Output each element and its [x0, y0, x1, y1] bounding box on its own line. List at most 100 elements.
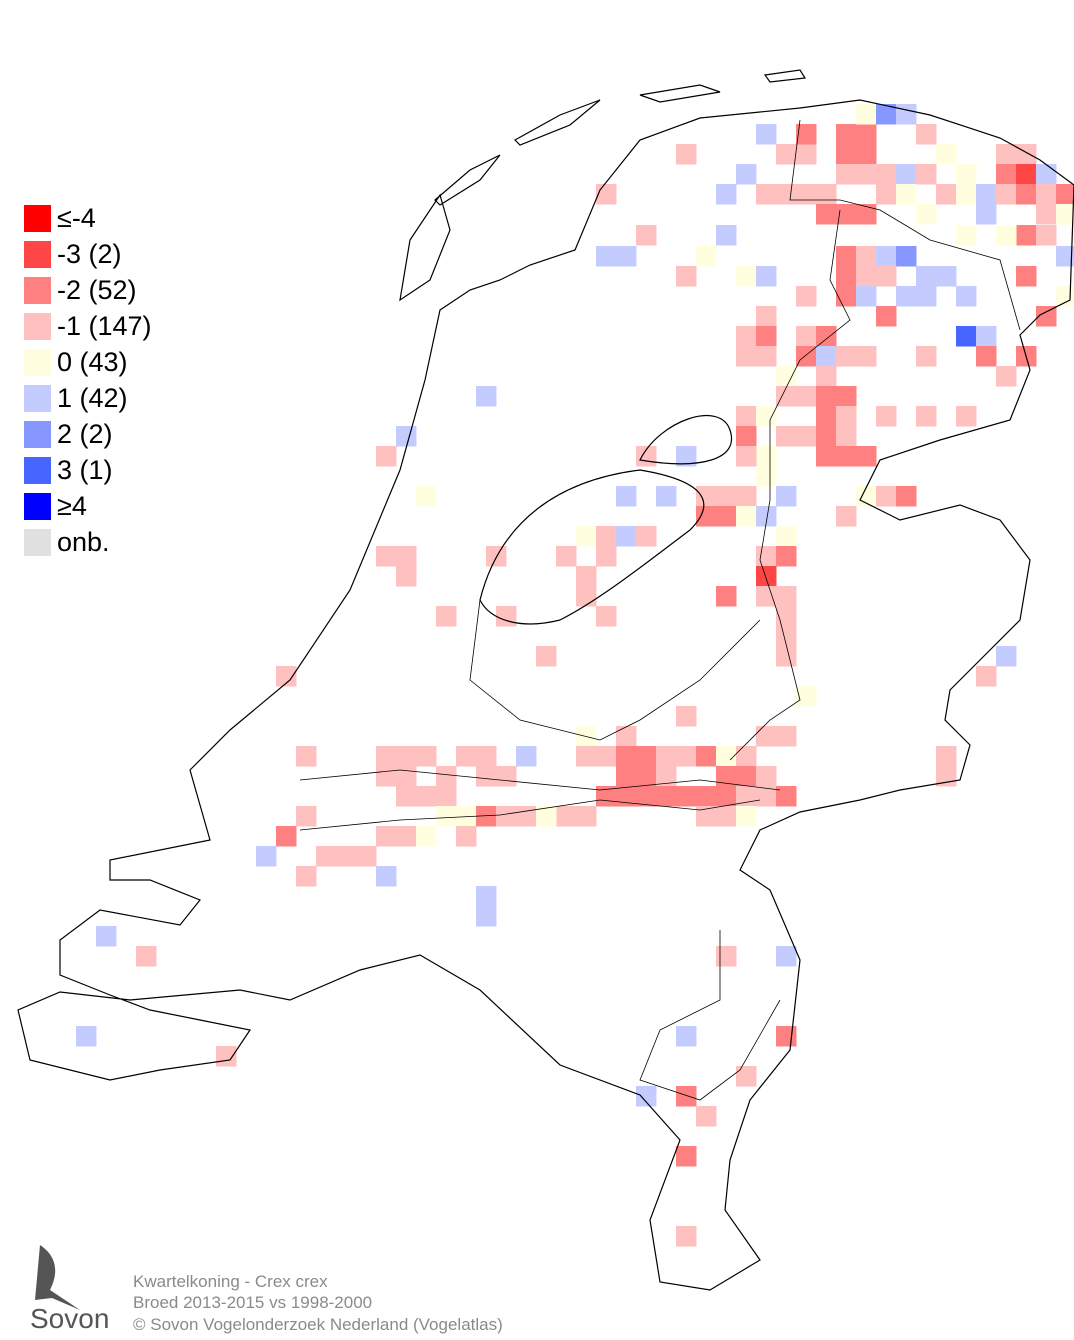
grid-cell — [756, 446, 777, 467]
grid-cell — [736, 746, 757, 767]
grid-cell — [996, 646, 1017, 667]
grid-cell — [496, 806, 517, 827]
grid-cell — [736, 406, 757, 427]
grid-cell — [636, 766, 657, 787]
grid-cell — [776, 184, 797, 205]
grid-cell — [516, 746, 537, 767]
grid-cell — [636, 225, 657, 246]
grid-cell — [896, 164, 917, 185]
grid-cell — [696, 1106, 717, 1127]
grid-cell — [816, 204, 837, 225]
grid-cell — [1056, 246, 1074, 267]
grid-cell — [756, 266, 777, 287]
grid-cell — [656, 766, 677, 787]
grid-cell — [796, 686, 817, 707]
grid-cell — [596, 606, 617, 627]
legend-label: -2 (52) — [57, 275, 137, 305]
grid-cell — [496, 766, 517, 787]
grid-cell — [216, 1046, 237, 1067]
legend-swatch — [24, 421, 51, 448]
grid-cell — [756, 726, 777, 747]
grid-cell — [676, 1146, 697, 1167]
grid-cell — [716, 766, 737, 787]
grid-cell — [896, 246, 917, 267]
legend-label: ≥4 — [57, 491, 87, 521]
grid-cell — [596, 246, 617, 267]
grid-cell — [976, 346, 997, 367]
grid-cell — [856, 144, 877, 165]
grid-cell — [676, 1086, 697, 1107]
grid-cell — [636, 526, 657, 547]
grid-cell — [676, 144, 697, 165]
grid-cell — [896, 184, 917, 205]
grid-cell — [476, 806, 497, 827]
grid-cell — [736, 326, 757, 347]
grid-cell — [736, 506, 757, 527]
grid-cell — [376, 866, 397, 887]
legend-swatch — [24, 493, 51, 520]
grid-cell — [696, 486, 717, 507]
grid-cell — [756, 406, 777, 427]
grid-cell — [516, 806, 537, 827]
grid-cell — [776, 726, 797, 747]
grid-cell — [936, 144, 957, 165]
grid-cell — [716, 486, 737, 507]
grid-cell — [696, 246, 717, 267]
grid-cell — [416, 786, 437, 807]
grid-cell — [756, 124, 777, 145]
grid-cell — [296, 806, 317, 827]
grid-cell — [436, 766, 457, 787]
grid-cell — [916, 286, 937, 307]
grid-cell — [1056, 204, 1074, 225]
grid-cell — [996, 184, 1017, 205]
grid-cell — [856, 486, 877, 507]
grid-cell — [576, 586, 597, 607]
grid-cell — [796, 426, 817, 447]
grid-cell — [716, 184, 737, 205]
grid-cell — [796, 326, 817, 347]
grid-cell — [96, 926, 117, 947]
grid-cell — [456, 806, 477, 827]
grid-cell — [956, 326, 977, 347]
grid-cell — [1036, 306, 1057, 327]
grid-cell — [436, 806, 457, 827]
grid-cell — [856, 246, 877, 267]
grid-cell — [736, 806, 757, 827]
grid-cell — [776, 486, 797, 507]
grid-cell — [616, 766, 637, 787]
grid-cell — [996, 366, 1017, 387]
grid-cell — [856, 346, 877, 367]
grid-cell — [776, 426, 797, 447]
grid-cell — [776, 946, 797, 967]
grid-cell — [876, 104, 897, 125]
grid-cell — [396, 786, 417, 807]
grid-cell — [476, 906, 497, 927]
grid-cell — [756, 346, 777, 367]
grid-cell — [796, 144, 817, 165]
grid-cell — [396, 566, 417, 587]
grid-cell — [956, 184, 977, 205]
grid-cell — [776, 1026, 797, 1047]
grid-cell — [776, 606, 797, 627]
grid-cell — [816, 446, 837, 467]
grid-cell — [836, 426, 857, 447]
grid-cell — [896, 104, 917, 125]
grid-cell — [676, 746, 697, 767]
grid-cell — [396, 766, 417, 787]
grid-cell — [836, 164, 857, 185]
grid-cell — [836, 246, 857, 267]
grid-cell — [636, 786, 657, 807]
grid-cell — [936, 746, 957, 767]
grid-cell — [356, 846, 377, 867]
grid-cell — [956, 225, 977, 246]
grid-cell — [76, 1026, 97, 1047]
logo-bird — [35, 1245, 80, 1310]
grid-cell — [856, 204, 877, 225]
grid-cell — [756, 566, 777, 587]
grid-cell — [1016, 184, 1037, 205]
grid-cell — [1036, 184, 1057, 205]
grid-cell — [776, 646, 797, 667]
grid-cell — [676, 266, 697, 287]
grid-cell — [496, 606, 517, 627]
